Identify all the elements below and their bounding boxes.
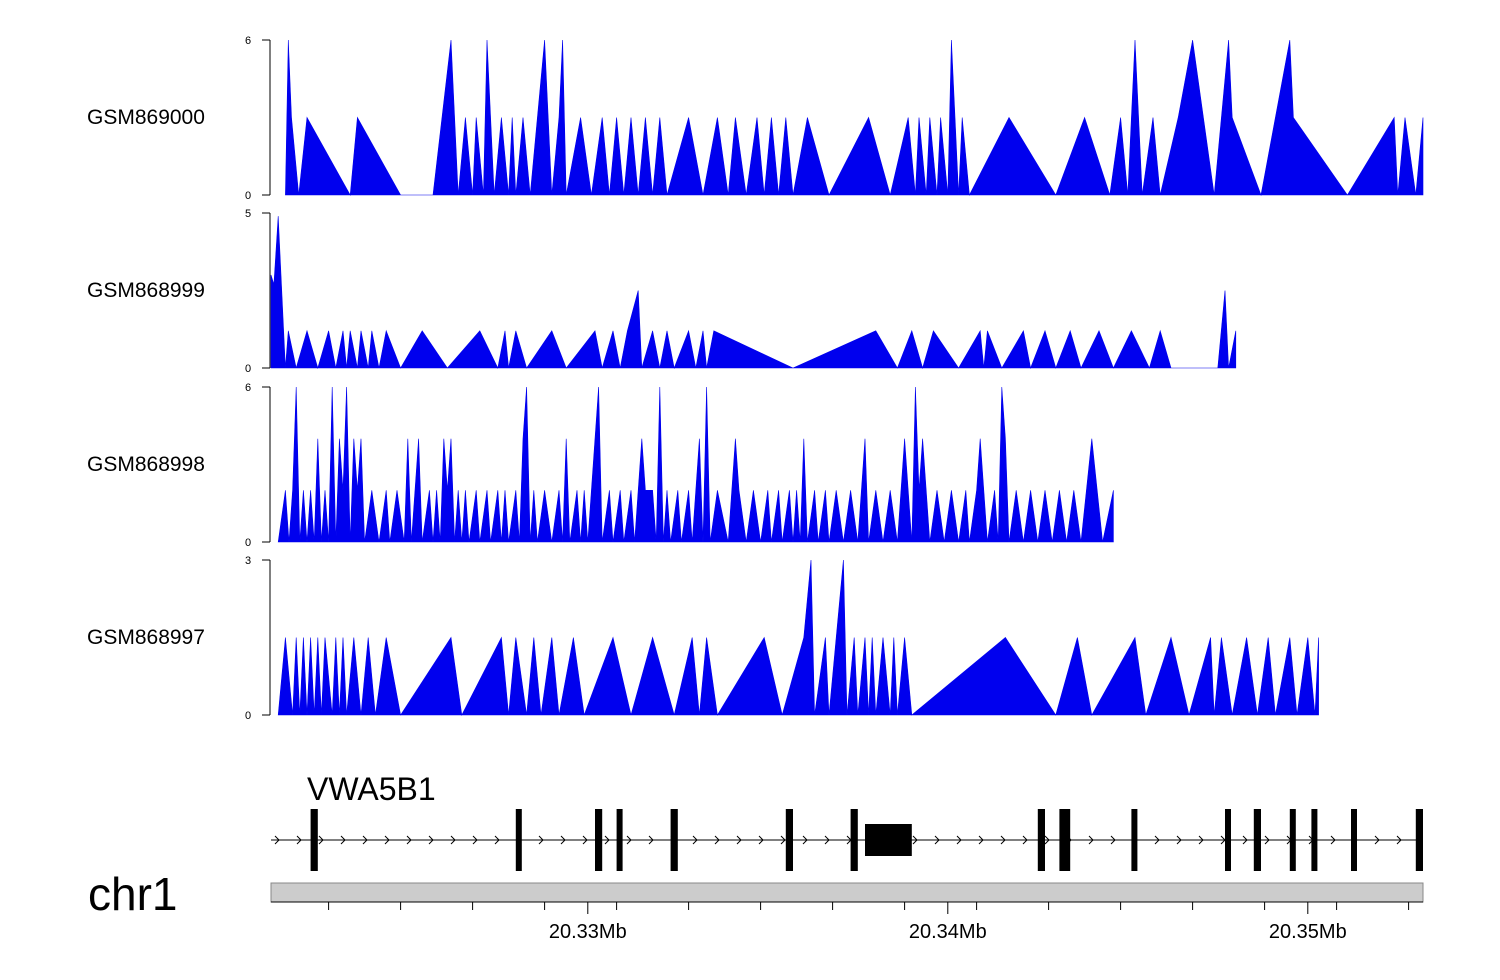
strand-arrow (692, 835, 698, 845)
coverage-area (277, 386, 1114, 543)
strand-arrow (802, 835, 808, 845)
track-GSM868999: GSM868999 5 0 (87, 208, 1237, 375)
chromosome-track: chr1 (88, 868, 1424, 920)
exon (595, 809, 603, 871)
strand-arrow (1000, 835, 1006, 845)
exon (1311, 809, 1318, 871)
strand-arrow (824, 835, 830, 845)
strand-arrow (472, 835, 478, 845)
strand-arrow (406, 835, 412, 845)
exon (310, 809, 318, 871)
track-GSM869000: GSM869000 6 0 (87, 35, 1424, 202)
track-GSM868998: GSM868998 6 0 (87, 382, 1114, 549)
chromosome-band (270, 882, 1424, 903)
exon (850, 809, 858, 871)
strand-arrow (296, 835, 302, 845)
strand-arrow (1198, 835, 1204, 845)
strand-arrow (1176, 835, 1182, 845)
strand-arrow (978, 835, 984, 845)
strand-arrow (560, 835, 566, 845)
y-tick-label-min: 0 (245, 363, 251, 375)
coverage-area (277, 559, 1319, 716)
strand-arrow (1264, 835, 1270, 845)
y-tick-label-max: 5 (245, 208, 251, 220)
strand-arrow (274, 835, 280, 845)
strand-arrow (318, 835, 324, 845)
strand-arrow (780, 835, 786, 845)
strand-arrow (1044, 835, 1050, 845)
strand-arrow (626, 835, 632, 845)
strand-arrow (340, 835, 346, 845)
y-tick-label-min: 0 (245, 190, 251, 202)
exon (670, 809, 678, 871)
x-tick-label: 20.34Mb (909, 921, 987, 943)
strand-arrow (714, 835, 720, 845)
strand-arrow (1088, 835, 1094, 845)
exon (1059, 809, 1071, 871)
exon (515, 809, 522, 871)
strand-arrow (428, 835, 434, 845)
chromosome-label: chr1 (88, 868, 177, 920)
strand-arrow (912, 835, 918, 845)
y-tick-label-max: 6 (245, 35, 251, 47)
data-tracks: GSM86900060GSM86899950GSM86899860GSM8689… (87, 35, 1424, 722)
strand-arrow (384, 835, 390, 845)
strand-arrow (1374, 835, 1380, 845)
exon (1131, 809, 1138, 871)
track-label: GSM868998 (87, 453, 205, 476)
x-tick-label: 20.33Mb (549, 921, 627, 943)
strand-arrow (1242, 835, 1248, 845)
y-tick-label-max: 3 (245, 555, 251, 567)
y-tick-label-min: 0 (245, 537, 251, 549)
coverage-area (285, 39, 1424, 197)
y-tick-label-max: 6 (245, 382, 251, 394)
gene-track: VWA5B1 (271, 771, 1423, 871)
strand-arrow (494, 835, 500, 845)
strand-arrow (1022, 835, 1028, 845)
exon (1351, 809, 1357, 871)
strand-arrow (582, 835, 588, 845)
track-GSM868997: GSM868997 3 0 (87, 555, 1319, 722)
strand-arrow (538, 835, 544, 845)
genome-axis: 20.33Mb 20.34Mb 20.35Mb (271, 901, 1423, 943)
y-tick-label-min: 0 (245, 710, 251, 722)
track-label: GSM868997 (87, 626, 205, 649)
exon (785, 809, 793, 871)
exon (616, 809, 623, 871)
strand-arrow (1110, 835, 1116, 845)
exon (1037, 809, 1045, 871)
coverage-area (270, 216, 1237, 370)
track-label: GSM868999 (87, 279, 205, 302)
exon (1415, 809, 1423, 871)
exon (1289, 809, 1296, 871)
strand-arrow (758, 835, 764, 845)
x-tick-label: 20.35Mb (1269, 921, 1347, 943)
strand-arrow (604, 835, 610, 845)
strand-arrow (1330, 835, 1336, 845)
strand-arrow (1154, 835, 1160, 845)
exon (1225, 809, 1231, 871)
exon (865, 824, 912, 856)
strand-arrow (450, 835, 456, 845)
track-label: GSM869000 (87, 106, 205, 129)
strand-arrow (362, 835, 368, 845)
strand-arrow (736, 835, 742, 845)
strand-arrow (648, 835, 654, 845)
strand-arrow (956, 835, 962, 845)
gene-name-label: VWA5B1 (307, 771, 436, 807)
strand-arrow (934, 835, 940, 845)
exon (1253, 809, 1261, 871)
strand-arrow (1396, 835, 1402, 845)
